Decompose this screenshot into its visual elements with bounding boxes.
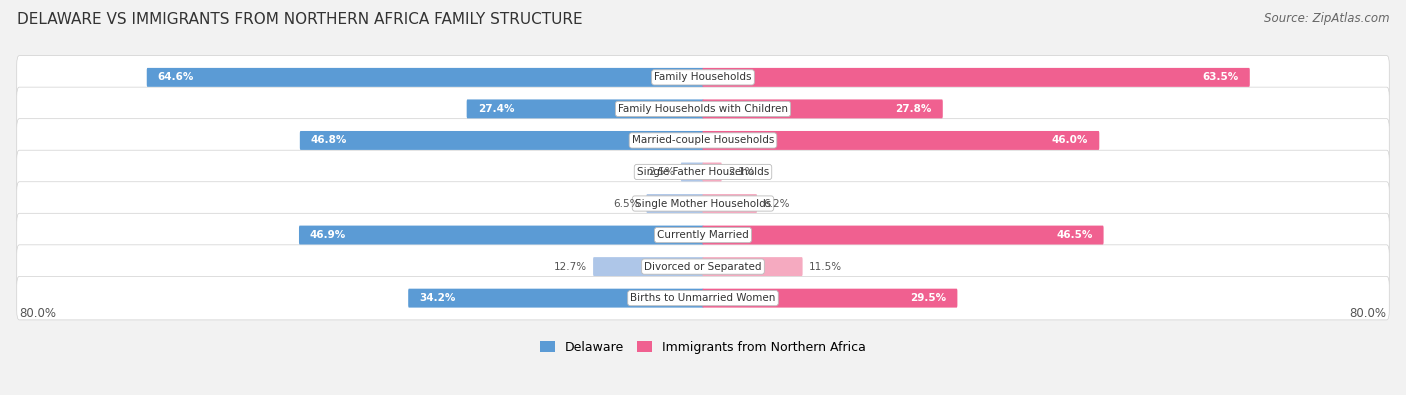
FancyBboxPatch shape: [703, 257, 803, 276]
FancyBboxPatch shape: [703, 162, 721, 181]
FancyBboxPatch shape: [17, 150, 1389, 194]
Text: 29.5%: 29.5%: [910, 293, 946, 303]
FancyBboxPatch shape: [703, 289, 957, 308]
FancyBboxPatch shape: [681, 162, 703, 181]
Text: DELAWARE VS IMMIGRANTS FROM NORTHERN AFRICA FAMILY STRUCTURE: DELAWARE VS IMMIGRANTS FROM NORTHERN AFR…: [17, 12, 582, 27]
Text: 64.6%: 64.6%: [157, 72, 194, 83]
FancyBboxPatch shape: [703, 194, 756, 213]
Text: 46.8%: 46.8%: [311, 135, 347, 145]
Text: 11.5%: 11.5%: [808, 261, 842, 272]
FancyBboxPatch shape: [17, 213, 1389, 257]
FancyBboxPatch shape: [703, 68, 1250, 87]
FancyBboxPatch shape: [299, 131, 703, 150]
FancyBboxPatch shape: [467, 100, 703, 118]
FancyBboxPatch shape: [299, 226, 703, 245]
Text: 6.5%: 6.5%: [614, 199, 640, 209]
FancyBboxPatch shape: [17, 118, 1389, 162]
Text: Currently Married: Currently Married: [657, 230, 749, 240]
Text: 80.0%: 80.0%: [20, 307, 56, 320]
Text: 63.5%: 63.5%: [1202, 72, 1239, 83]
FancyBboxPatch shape: [593, 257, 703, 276]
Text: 6.2%: 6.2%: [763, 199, 790, 209]
Text: Single Mother Households: Single Mother Households: [636, 199, 770, 209]
FancyBboxPatch shape: [17, 182, 1389, 225]
Text: 27.4%: 27.4%: [478, 104, 515, 114]
Text: Family Households: Family Households: [654, 72, 752, 83]
FancyBboxPatch shape: [146, 68, 703, 87]
Text: Single Father Households: Single Father Households: [637, 167, 769, 177]
Legend: Delaware, Immigrants from Northern Africa: Delaware, Immigrants from Northern Afric…: [536, 336, 870, 359]
FancyBboxPatch shape: [17, 245, 1389, 288]
Text: 80.0%: 80.0%: [1350, 307, 1386, 320]
FancyBboxPatch shape: [408, 289, 703, 308]
Text: 46.5%: 46.5%: [1056, 230, 1092, 240]
Text: Divorced or Separated: Divorced or Separated: [644, 261, 762, 272]
Text: 12.7%: 12.7%: [554, 261, 586, 272]
Text: 27.8%: 27.8%: [896, 104, 932, 114]
FancyBboxPatch shape: [17, 87, 1389, 131]
Text: 2.5%: 2.5%: [648, 167, 675, 177]
FancyBboxPatch shape: [647, 194, 703, 213]
FancyBboxPatch shape: [703, 226, 1104, 245]
Text: Married-couple Households: Married-couple Households: [631, 135, 775, 145]
FancyBboxPatch shape: [703, 131, 1099, 150]
Text: 46.0%: 46.0%: [1052, 135, 1088, 145]
Text: Births to Unmarried Women: Births to Unmarried Women: [630, 293, 776, 303]
Text: Family Households with Children: Family Households with Children: [619, 104, 787, 114]
Text: 46.9%: 46.9%: [309, 230, 346, 240]
FancyBboxPatch shape: [17, 276, 1389, 320]
Text: 2.1%: 2.1%: [728, 167, 755, 177]
Text: Source: ZipAtlas.com: Source: ZipAtlas.com: [1264, 12, 1389, 25]
Text: 34.2%: 34.2%: [419, 293, 456, 303]
FancyBboxPatch shape: [17, 56, 1389, 99]
FancyBboxPatch shape: [703, 100, 943, 118]
